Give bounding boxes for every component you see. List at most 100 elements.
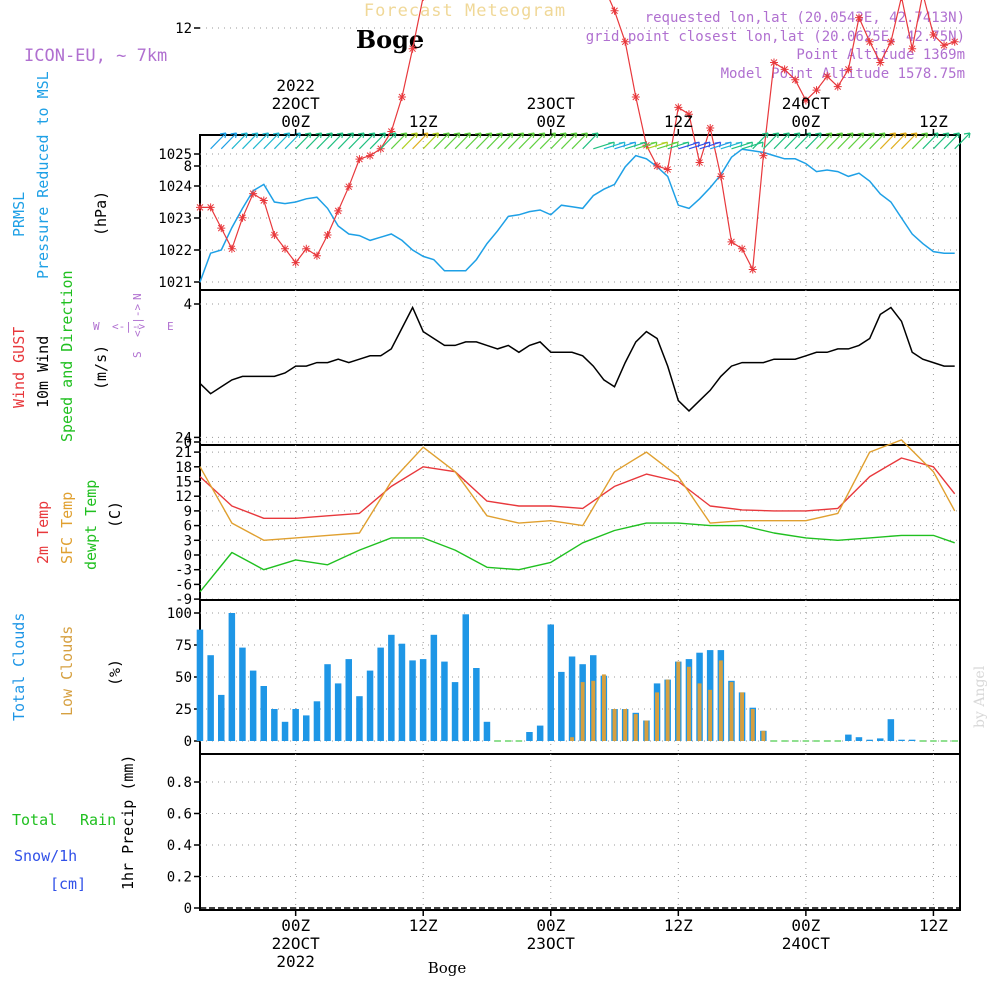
dewpoint-line (199, 522, 955, 593)
wind-gust-marker (812, 86, 821, 95)
total-cloud-bar (271, 709, 278, 741)
bottom-time-label: 2022 (276, 952, 315, 971)
precip-panel-labels: Total Rain Snow/1h [cm] 1hr Precip (mm) (12, 755, 137, 893)
wind-direction-arrow (784, 132, 801, 150)
wind-direction-arrow (401, 132, 418, 150)
wind-gust-marker (227, 244, 236, 253)
bottom-time-label: 00Z (536, 916, 565, 935)
wind-panel-labels: Wind GUST 10m Wind Speed and Direction (… (10, 270, 174, 442)
total-cloud-bar (218, 694, 225, 741)
low-cloud-bar (580, 682, 585, 741)
total-cloud-bar (887, 719, 895, 741)
total-cloud-bar (483, 721, 491, 741)
wind-direction-arrow (816, 132, 833, 150)
wind-gust-marker (886, 37, 895, 46)
top-time-label: 22OCT (272, 94, 321, 113)
wind-gust-marker (291, 258, 300, 267)
wind-speed-dir-label: Speed and Direction (58, 270, 76, 442)
footer-location: Boge (428, 959, 467, 977)
wind-direction-arrow (337, 132, 355, 150)
y-tick-label: -9 (175, 592, 192, 608)
bottom-time-label: 12Z (409, 916, 438, 935)
total-cloud-bar (207, 655, 214, 741)
wind-gust-marker (653, 162, 662, 170)
wind-direction-arrow (954, 132, 971, 150)
wind-direction-arrow (550, 132, 567, 150)
wind-gust-marker (312, 251, 321, 260)
y-tick-label: 18 (175, 460, 192, 476)
low-cloud-bar (612, 709, 617, 741)
product-title: Forecast Meteogram (364, 1, 566, 21)
y-tick-label: -6 (175, 577, 192, 593)
wind-gust-marker (759, 151, 768, 160)
wind-gust-marker (791, 75, 800, 84)
model-point-altitude: Model Point Altitude 1578.75m (721, 66, 965, 82)
wind-direction-arrow (560, 132, 578, 150)
pressure-msl-label: Pressure Reduced to MSL (34, 71, 52, 279)
t2m-line (199, 457, 956, 519)
total-cloud-bar (292, 709, 299, 741)
wind-gust-marker (674, 103, 683, 112)
sfc-temp-label: SFC Temp (58, 492, 76, 564)
y-tick-label: 1023 (158, 211, 192, 227)
top-time-label: 00Z (791, 112, 820, 131)
wind-direction-arrow (869, 132, 886, 150)
clouds-unit-label: (%) (106, 659, 124, 686)
y-tick-label: 3 (184, 533, 192, 549)
y-tick-label: 1022 (158, 243, 192, 259)
total-cloud-bar (377, 647, 384, 741)
wind-gust-marker (695, 158, 704, 167)
y-tick-label: 1024 (158, 179, 192, 195)
total-cloud-bar (260, 686, 267, 741)
total-cloud-bar (898, 739, 905, 741)
total-cloud-bar (419, 659, 427, 741)
wind-direction-arrow (507, 132, 525, 150)
total-cloud-bar (345, 659, 352, 741)
wind-direction-arrow (518, 132, 535, 150)
top-time-label: 2022 (276, 76, 315, 95)
wind-10m-line (199, 305, 955, 412)
pressure-panel-labels: PRMSL Pressure Reduced to MSL (hPa) (10, 71, 110, 279)
wind-gust-marker (940, 41, 949, 50)
low-cloud-bar (729, 682, 734, 741)
wind-gust-marker (270, 231, 279, 239)
low-cloud-bar (633, 714, 638, 741)
bottom-time-label: 00Z (791, 916, 820, 935)
total-cloud-bar (547, 624, 554, 741)
top-time-label: 00Z (281, 112, 310, 131)
wind-gust-marker (738, 244, 747, 253)
temp-unit-label: (C) (106, 501, 124, 528)
panel-frame (199, 444, 961, 601)
bottom-time-label: 00Z (281, 916, 310, 935)
y-tick-label: 8 (184, 159, 192, 175)
wind-gust-marker (217, 224, 226, 233)
y-tick-label: 21 (175, 445, 192, 461)
wind-gust-marker (684, 110, 693, 119)
bottom-time-label: 12Z (919, 916, 948, 935)
wind-direction-arrow (593, 141, 615, 150)
wind-gust-marker (397, 93, 406, 101)
y-tick-label: 1025 (158, 147, 192, 163)
wind-gust-marker (238, 213, 247, 222)
wind-gust-marker (610, 6, 619, 15)
bottom-time-label: 23OCT (527, 934, 576, 953)
total-cloud-bar (281, 721, 289, 741)
total-cloud-bar (388, 634, 395, 741)
wind-direction-arrow (433, 132, 450, 150)
wind-gust-marker (929, 30, 938, 39)
wind-gust-marker (716, 172, 725, 181)
temp-panel-labels: 2m Temp SFC Temp dewpt Temp (C) (34, 480, 124, 570)
wind-direction-arrow (358, 132, 376, 150)
total-cloud-bar (451, 682, 459, 741)
top-time-label: 12Z (919, 112, 948, 131)
wind-gust-marker (769, 58, 778, 67)
wind-gust-marker (865, 37, 874, 46)
wind-direction-arrow (847, 132, 865, 150)
wind-gust-marker (387, 127, 396, 136)
sfc-temp-line (199, 439, 956, 541)
wind-direction-arrow (295, 132, 312, 150)
total-cloud-bar (558, 671, 565, 741)
panel-precipitation: 0 0.2 0.4 0.6 0.8 (167, 753, 961, 917)
total-cloud-bar (239, 647, 246, 741)
